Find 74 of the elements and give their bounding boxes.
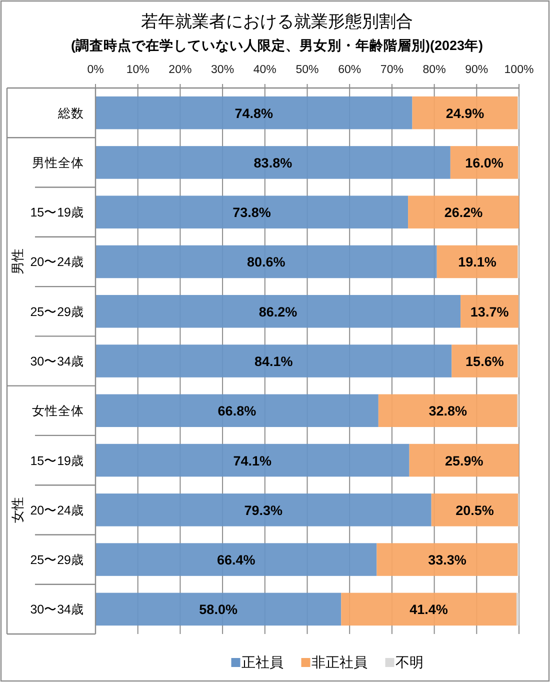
data-label: 25.9% (445, 453, 484, 468)
bar (452, 344, 518, 378)
data-label: 41.4% (410, 602, 448, 618)
bar (96, 592, 342, 626)
bar (412, 96, 518, 130)
y-tick-label: 20〜24歳 (30, 255, 84, 270)
x-tick-label: 90% (465, 64, 488, 76)
data-label: 74.8% (234, 106, 274, 121)
data-label: 80.6% (247, 254, 286, 270)
y-tick-label: 30〜34歳 (30, 354, 84, 368)
data-label: 24.9% (446, 106, 484, 121)
chart-title: 若年就業者における就業形態別割合 (141, 12, 413, 31)
data-label: 66.4% (216, 552, 256, 568)
y-tick-label: 25〜29歳 (30, 553, 84, 568)
x-tick-label: 50% (296, 64, 319, 76)
data-label: 66.8% (218, 404, 256, 419)
legend-label: 不明 (395, 654, 424, 670)
data-label: 26.2% (444, 205, 483, 220)
data-label: 73.8% (232, 205, 271, 220)
y-tick-label: 女性全体 (32, 404, 84, 418)
data-label: 83.8% (254, 155, 292, 170)
data-label: 20.5% (456, 502, 494, 518)
data-label: 32.8% (428, 404, 467, 419)
y-tick-label: 25〜29歳 (30, 304, 84, 319)
y-tick-label: 20〜24歳 (30, 503, 84, 518)
x-tick-label: 100% (504, 64, 534, 76)
text: 女性 (10, 496, 25, 523)
x-tick-label: 60% (338, 64, 362, 76)
bar (96, 96, 412, 130)
bar (436, 245, 518, 278)
y-tick-label: 総数 (57, 106, 84, 120)
bar (516, 592, 519, 626)
x-tick-label: 20% (168, 64, 192, 76)
bar (408, 196, 519, 228)
bar (431, 494, 518, 526)
x-tick-label: 30% (211, 64, 234, 76)
bar (450, 146, 518, 179)
data-label: 79.3% (244, 502, 283, 518)
x-tick-label: 10% (126, 64, 150, 76)
x-tick-label: 70% (380, 64, 404, 76)
data-label: 86.2% (258, 304, 298, 320)
data-label: 84.1% (254, 354, 293, 369)
bar (96, 344, 452, 378)
bar (96, 444, 410, 477)
data-label: 58.0% (199, 602, 238, 618)
data-label: 74.1% (233, 453, 272, 468)
bar (409, 444, 519, 477)
data-label: 16.0% (465, 155, 504, 170)
bar (96, 146, 450, 179)
data-label: 33.3% (428, 552, 466, 568)
data-label: 13.7% (470, 304, 509, 320)
data-label: 15.6% (466, 354, 504, 369)
y-tick-label: 30〜34歳 (30, 602, 84, 617)
y-tick-label: 男性全体 (32, 156, 84, 170)
y-tick-label: 15〜19歳 (30, 206, 84, 220)
x-tick-label: 0% (87, 64, 104, 76)
legend-label: 非正社員 (311, 654, 368, 670)
bar (96, 543, 377, 576)
y-tick-label: 15〜19歳 (30, 454, 84, 468)
bar (460, 294, 519, 328)
data-label: 19.1% (458, 254, 496, 270)
text: 男性 (10, 248, 25, 275)
bar (341, 592, 516, 626)
legend-label: 正社員 (241, 654, 284, 670)
x-tick-label: 80% (422, 64, 446, 76)
bar (376, 543, 518, 576)
bar (96, 394, 378, 428)
bar (96, 245, 437, 278)
bar (96, 196, 408, 228)
bar (378, 394, 518, 428)
x-tick-label: 40% (253, 64, 276, 76)
chart-subtitle: (調査時点で在学していない人限定、男女別・年齢階層別)(2023年) (70, 37, 484, 53)
bar (96, 294, 461, 328)
bar (96, 494, 432, 526)
